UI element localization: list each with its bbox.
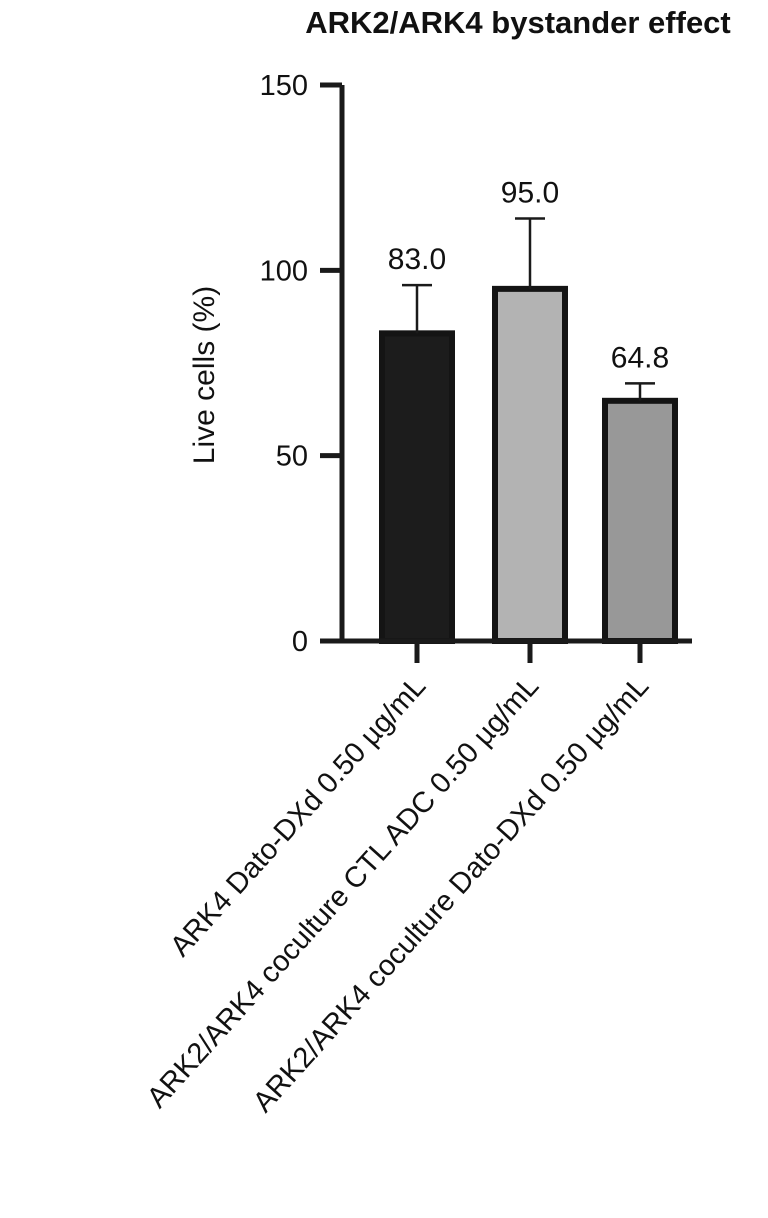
value-label-3: 64.8	[611, 341, 669, 374]
y-tick-label-100: 100	[260, 255, 308, 287]
bar-3	[602, 397, 678, 645]
value-label-1: 83.0	[388, 243, 446, 276]
chart-title: ARK2/ARK4 bystander effect	[305, 5, 731, 40]
y-axis: 0 50 100 150	[260, 70, 345, 658]
value-labels: 83.0 95.0 64.8	[388, 176, 669, 374]
y-tick-label-150: 150	[260, 70, 308, 102]
category-label-2: ARK2/ARK4 coculture CTL ADC 0.50 µg/mL	[141, 670, 545, 1114]
category-label-3: ARK2/ARK4 coculture Dato-DXd 0.50 µg/mL	[247, 670, 655, 1118]
y-axis-label: Live cells (%)	[188, 286, 221, 464]
bar-1	[379, 330, 455, 644]
y-tick-label-50: 50	[276, 441, 308, 473]
value-label-2: 95.0	[501, 176, 559, 209]
error-bars	[402, 217, 655, 401]
x-axis	[340, 638, 692, 663]
bar-2	[492, 285, 568, 644]
y-tick-label-0: 0	[292, 626, 308, 658]
